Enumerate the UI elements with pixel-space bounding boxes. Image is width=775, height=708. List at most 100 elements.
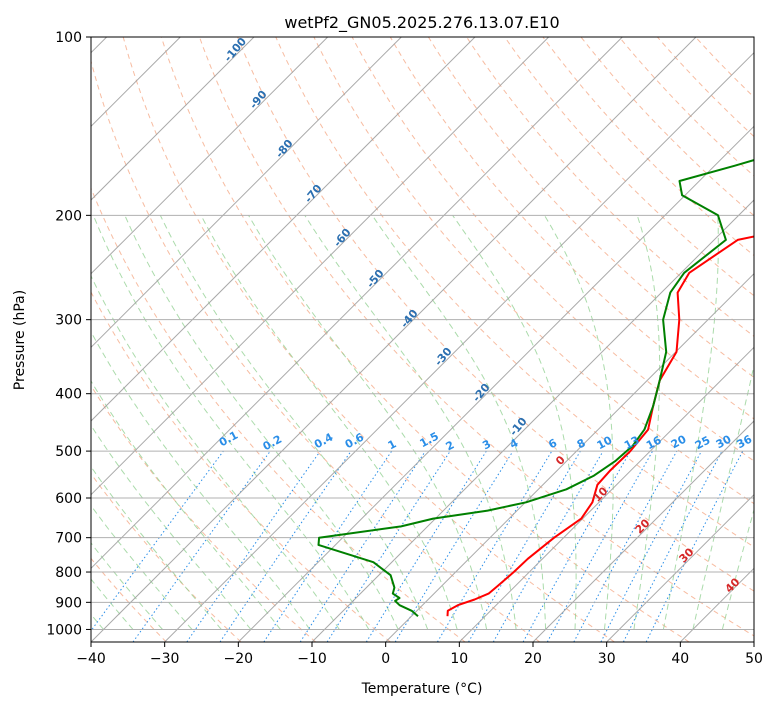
mixing-ratio-line <box>573 450 678 642</box>
x-tick-label: 0 <box>381 651 390 667</box>
axes: −40 −30 −20 −10 0 10 20 30 40 5010009008007006005… <box>46 30 763 667</box>
mixing-ratio-label: 0.1 <box>217 429 240 450</box>
dry-adiabat-line <box>237 37 754 592</box>
mixing-ratio-label: 30 <box>714 432 734 451</box>
moist-adiabat-line <box>91 613 104 630</box>
y-tick-label: 200 <box>55 208 82 224</box>
moist-adiabat-line <box>692 363 754 630</box>
dry-adiabat-line <box>91 291 391 642</box>
isotherm-line <box>91 37 329 275</box>
mixing-ratio-label: 36 <box>735 432 755 451</box>
mixing-ratio-label: 1.5 <box>418 430 441 451</box>
isotherm-line <box>385 272 754 642</box>
chart-title: wetPf2_GN05.2025.276.13.07.E10 <box>284 13 559 33</box>
y-tick-label: 400 <box>55 387 82 403</box>
mixing-ratio-line <box>522 450 631 642</box>
x-tick-label: 30 <box>598 651 616 667</box>
isotherm-line <box>91 37 697 642</box>
mixing-ratio-label: 13 <box>622 434 642 453</box>
x-tick-label: −30 <box>150 651 180 667</box>
x-tick-label: 40 <box>671 651 689 667</box>
isotherm-line <box>458 346 754 642</box>
dry-adiabat-label: -20 <box>470 381 493 405</box>
mixing-ratio-line <box>546 450 654 642</box>
dry-adiabat-line <box>91 59 541 642</box>
dry-adiabat-label: -40 <box>398 307 421 331</box>
mixing-ratio-line <box>91 450 224 632</box>
moist-adiabat-line <box>721 507 754 630</box>
dry-adiabat-line <box>160 37 690 642</box>
isotherm-line <box>532 420 754 642</box>
isotherm-line <box>164 51 754 642</box>
moist-adiabat-line <box>662 215 719 630</box>
mixing-ratio-label: 4 <box>508 436 521 451</box>
dry-adiabat-label: -70 <box>302 182 325 206</box>
dry-adiabat-line <box>504 37 754 297</box>
mixing-ratio-label: 20 <box>669 432 689 451</box>
background-lines <box>91 37 754 642</box>
dry-adiabat-line <box>91 186 466 642</box>
isotherm-line <box>311 199 754 642</box>
mixing-ratio-line <box>326 450 451 642</box>
x-tick-label: 10 <box>450 651 468 667</box>
dry-adiabat-line <box>657 37 754 138</box>
isotherm-line <box>753 641 754 642</box>
moist-adiabat-line <box>91 424 252 630</box>
dry-adiabat-line <box>466 37 754 337</box>
moist-adiabat-line <box>124 215 399 630</box>
mixing-ratio-line <box>436 450 553 642</box>
mixing-ratio-line <box>132 450 271 642</box>
x-tick-label: −40 <box>76 651 106 667</box>
moist-adiabat-line <box>248 215 488 630</box>
moist-adiabat-line <box>159 215 429 630</box>
y-tick-label: 100 <box>55 30 82 46</box>
isotherm-line <box>237 125 754 642</box>
mixing-ratio-label: 16 <box>644 433 664 452</box>
moist-adiabat-line <box>304 215 517 630</box>
y-tick-label: 300 <box>55 313 82 329</box>
dry-adiabat-line <box>695 37 754 98</box>
isotherm-line <box>91 37 402 349</box>
mixing-ratio-label: 1 <box>386 437 399 452</box>
line-labels: 0.1 0.2 0.4 0.6 1 1.5 2 3 4 6 8 10 13 16 20 25 30 36-100-… <box>217 35 755 596</box>
x-tick-label: 50 <box>745 651 763 667</box>
y-tick-label: 700 <box>55 531 82 547</box>
dry-adiabat-label: -30 <box>432 345 455 369</box>
y-tick-label: 900 <box>55 595 82 611</box>
mixing-ratio-line <box>365 450 487 642</box>
mixing-ratio-label: 6 <box>546 436 559 451</box>
isotherm-line <box>91 37 550 496</box>
dry-adiabat-line <box>122 37 615 642</box>
dry-adiabat-line <box>351 37 754 462</box>
dry-adiabat-line <box>91 472 242 642</box>
x-tick-label: 20 <box>524 651 542 667</box>
profile-lines <box>317 158 754 617</box>
moist-adiabat-label: 0 <box>553 453 568 468</box>
y-tick-label: 800 <box>55 565 82 581</box>
mixing-ratio-label: 25 <box>693 434 713 453</box>
y-tick-label: 1000 <box>46 622 82 638</box>
dry-adiabat-label: -80 <box>273 137 296 161</box>
dry-adiabat-label: -10 <box>507 415 530 439</box>
x-axis-label: Temperature (°C) <box>361 681 483 697</box>
mixing-ratio-line <box>468 450 581 642</box>
moist-adiabat-label: 30 <box>677 545 697 565</box>
isotherm-line <box>91 37 476 422</box>
moist-adiabat-line <box>91 274 340 630</box>
dry-adiabat-label: -50 <box>364 267 387 291</box>
dry-adiabat-line <box>275 37 754 548</box>
isotherm-line <box>606 493 754 642</box>
isotherm-line <box>91 37 623 570</box>
x-tick-label: −20 <box>224 651 254 667</box>
dry-adiabat-line <box>389 37 754 420</box>
x-tick-label: −10 <box>297 651 327 667</box>
mixing-ratio-label: 8 <box>575 436 588 451</box>
mixing-ratio-line <box>186 450 321 642</box>
mixing-ratio-line <box>219 450 352 642</box>
dry-adiabat-line <box>91 384 317 642</box>
dry-adiabat-line <box>199 37 754 637</box>
moist-adiabat-label: 40 <box>723 575 743 595</box>
dry-adiabat-label: -100 <box>221 35 249 65</box>
mixing-ratio-label: 0.2 <box>261 433 284 454</box>
